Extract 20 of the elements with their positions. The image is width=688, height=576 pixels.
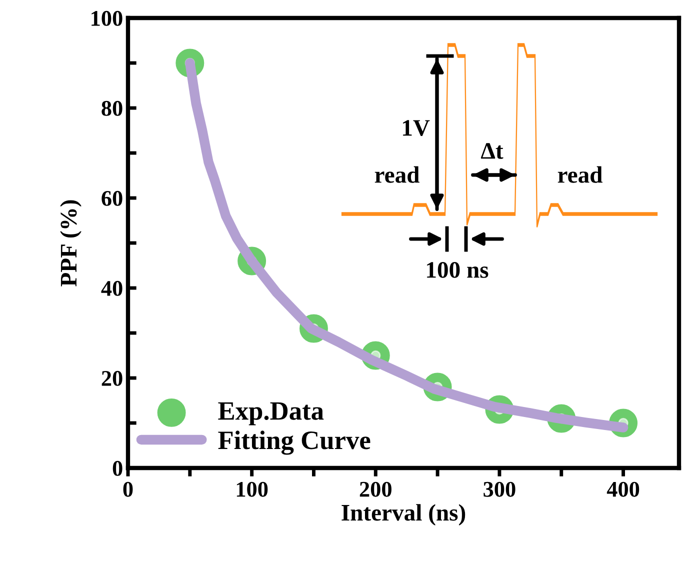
- y-tick-label: 80: [102, 100, 122, 116]
- x-tick-label: 300: [484, 482, 516, 497]
- annotation: Δt: [480, 143, 504, 159]
- annotation: 1V: [403, 120, 430, 136]
- x-tick-label: 0: [123, 482, 133, 497]
- y-tick-label: 0: [112, 460, 122, 476]
- x-axis-title: Interval (ns): [342, 504, 466, 526]
- y-axis-title: PPF (%): [60, 200, 82, 286]
- y-tick-label: 20: [102, 370, 122, 386]
- y-tick-label: 100: [92, 10, 122, 26]
- x-tick-label: 100: [236, 482, 268, 497]
- annotation: read: [374, 166, 420, 183]
- x-tick-label: 400: [606, 482, 640, 497]
- annotation: read: [558, 166, 602, 183]
- y-tick-label: 40: [101, 280, 122, 296]
- x-tick-label: 200: [360, 482, 392, 497]
- legend-label: Exp.Data: [218, 402, 324, 426]
- annotation: 100 ns: [427, 262, 488, 278]
- legend-label: Fitting Curve: [218, 430, 370, 455]
- y-tick-label: 60: [102, 190, 122, 206]
